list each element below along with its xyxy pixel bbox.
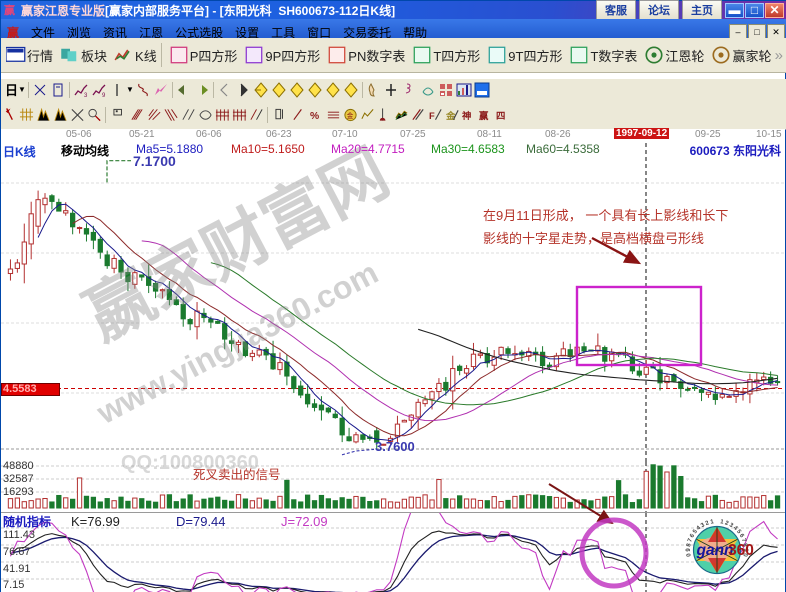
svg-text:%: % bbox=[310, 110, 319, 121]
svg-text:神: 神 bbox=[462, 109, 471, 120]
svg-text:四: 四 bbox=[496, 110, 505, 120]
svg-text:3: 3 bbox=[84, 93, 88, 98]
svg-text:360: 360 bbox=[728, 542, 754, 559]
svg-text:F: F bbox=[429, 110, 435, 120]
svg-text:1: 1 bbox=[710, 519, 715, 526]
svg-text:0: 0 bbox=[686, 552, 693, 557]
svg-text:赢: 赢 bbox=[479, 109, 489, 120]
svg-text:金: 金 bbox=[347, 110, 354, 119]
svg-text:9: 9 bbox=[102, 93, 106, 98]
svg-text:赢: 赢 bbox=[4, 3, 15, 17]
